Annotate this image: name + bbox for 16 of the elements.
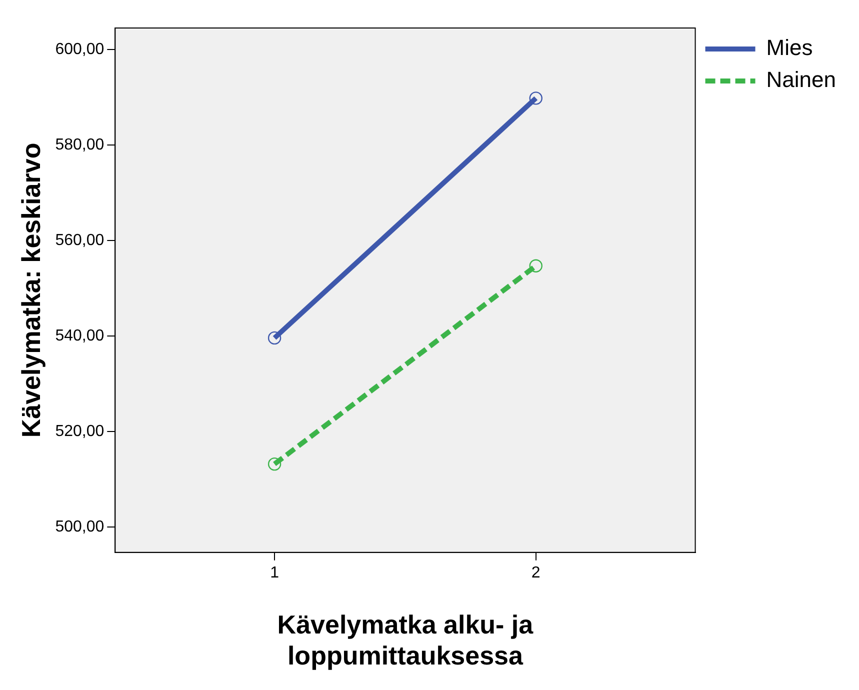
y-tick-label: 600,00 <box>55 40 104 58</box>
point <box>529 259 542 272</box>
legend-label: Mies <box>766 35 813 60</box>
y-axis-title: Kävelymatka: keskiarvo <box>16 142 46 438</box>
x-tick-label: 2 <box>531 564 540 582</box>
y-tick-label: 520,00 <box>55 422 104 440</box>
point <box>529 92 542 105</box>
y-tick-label: 500,00 <box>55 518 104 536</box>
point <box>268 331 282 345</box>
y-tick-label: 580,00 <box>55 136 104 154</box>
point <box>268 457 282 471</box>
y-tick-label: 560,00 <box>55 232 104 249</box>
legend-label: Nainen <box>766 67 836 92</box>
x-tick-label: 1 <box>270 564 280 582</box>
y-tick-label: 540,00 <box>55 327 104 344</box>
x-axis-title: Kävelymatka alku- ja loppumittauksessa <box>277 609 534 671</box>
